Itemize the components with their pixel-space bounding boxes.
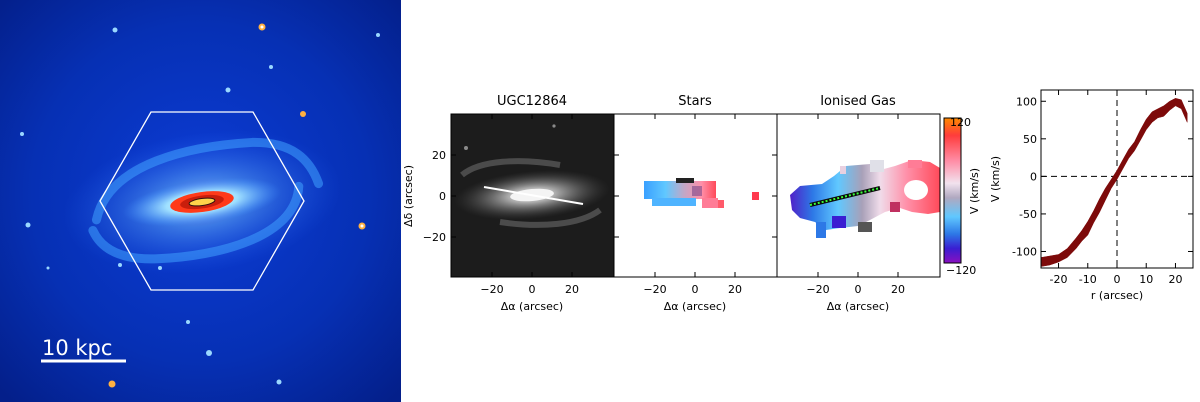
x-axis-label: Δα (arcsec) bbox=[827, 300, 889, 313]
velocity-pixels bbox=[816, 222, 826, 238]
velocity-colorbar: 120 −120 V (km/s) bbox=[943, 116, 981, 277]
star bbox=[300, 111, 306, 117]
y-axis-label: V (km/s) bbox=[989, 156, 1002, 202]
field-stars bbox=[20, 23, 380, 388]
star bbox=[158, 266, 162, 270]
y-tick-label: 0 bbox=[1030, 170, 1037, 183]
x-tick-label: 10 bbox=[1139, 273, 1153, 286]
velocity-pixels bbox=[790, 160, 940, 230]
velocity-pixels bbox=[908, 160, 922, 168]
x-axis-label: Δα (arcsec) bbox=[501, 300, 563, 313]
velocity-pixels bbox=[676, 178, 694, 183]
velocity-pixels bbox=[692, 186, 702, 196]
grey-star bbox=[464, 146, 468, 150]
panel-title: Ionised Gas bbox=[820, 94, 896, 109]
x-tick-label: 0 bbox=[1114, 273, 1121, 286]
velocity-pixels bbox=[718, 200, 724, 208]
velocity-pixels bbox=[752, 192, 759, 200]
x-tick-label: 0 bbox=[855, 283, 862, 296]
galaxy bbox=[63, 129, 341, 275]
x-tick-label: 0 bbox=[529, 283, 536, 296]
grey-star bbox=[552, 124, 556, 128]
velocity-pixels bbox=[652, 198, 696, 206]
x-tick-label: −20 bbox=[643, 283, 666, 296]
star bbox=[112, 27, 118, 33]
y-tick-label: 50 bbox=[1023, 133, 1037, 146]
scale-bar-label: 10 kpc bbox=[42, 336, 112, 360]
rotation-curve-band bbox=[1040, 98, 1188, 267]
velocity-pixels bbox=[702, 198, 718, 208]
colorbar-gradient bbox=[943, 117, 962, 264]
x-tick-label: −20 bbox=[480, 283, 503, 296]
x-ticks: -20 -10 0 10 20 bbox=[1050, 90, 1182, 286]
x-tick-label: −20 bbox=[806, 283, 829, 296]
x-tick-label: -10 bbox=[1079, 273, 1097, 286]
star bbox=[118, 263, 122, 267]
x-tick-label: 20 bbox=[891, 283, 905, 296]
star bbox=[360, 224, 364, 228]
x-tick-label: 20 bbox=[728, 283, 742, 296]
panel-title: Stars bbox=[678, 94, 712, 109]
x-axis-label: r (arcsec) bbox=[1091, 289, 1143, 302]
y-tick-label: 20 bbox=[432, 149, 446, 162]
star bbox=[25, 222, 31, 228]
grey-galaxy-arm bbox=[460, 158, 561, 178]
x-tick-label: 0 bbox=[692, 283, 699, 296]
star bbox=[206, 350, 212, 356]
x-tick-label: 20 bbox=[1168, 273, 1182, 286]
x-ticks bbox=[654, 114, 736, 277]
y-tick-label: -50 bbox=[1019, 208, 1037, 221]
spiral-arm-lower bbox=[88, 181, 304, 264]
panel-ionised-gas: Ionised Gas bbox=[776, 94, 941, 313]
y-ticks bbox=[451, 154, 456, 238]
velocity-pixels bbox=[840, 166, 846, 174]
colorbar-max-label: 120 bbox=[950, 116, 971, 129]
panel-title: UGC12864 bbox=[497, 94, 567, 109]
velocity-pixels bbox=[644, 181, 716, 199]
bulge-core bbox=[188, 197, 216, 207]
gas-hole bbox=[904, 180, 928, 200]
panel-ugc12864: UGC12864 bbox=[402, 94, 615, 313]
stellar-velocity-map bbox=[644, 178, 759, 208]
y-tick-label: 100 bbox=[1016, 95, 1037, 108]
rotation-band-group bbox=[1040, 98, 1188, 267]
y-tick-label: −20 bbox=[423, 231, 446, 244]
y-tick-label: -100 bbox=[1012, 245, 1037, 258]
velocity-pixels bbox=[890, 202, 900, 212]
x-ticks bbox=[817, 114, 899, 277]
x-tick-label: -20 bbox=[1050, 273, 1068, 286]
velocity-pixels bbox=[832, 216, 846, 228]
velocity-pixels bbox=[858, 222, 872, 232]
panel-stars: Stars bbox=[613, 94, 778, 313]
velocity-pixels bbox=[870, 160, 884, 172]
star bbox=[260, 25, 264, 29]
star bbox=[276, 379, 282, 385]
y-ticks bbox=[614, 154, 777, 238]
x-ticks bbox=[491, 114, 573, 277]
major-axis-line bbox=[483, 186, 584, 205]
x-axis-label: Δα (arcsec) bbox=[664, 300, 726, 313]
star bbox=[186, 320, 190, 324]
colorbar-label: V (km/s) bbox=[968, 168, 981, 214]
star bbox=[376, 33, 380, 37]
star bbox=[269, 65, 273, 69]
y-axis-label: Δδ (arcsec) bbox=[402, 165, 415, 227]
spiral-arm-upper bbox=[91, 137, 324, 225]
galaxy-image: 10 kpc bbox=[0, 0, 401, 402]
star bbox=[108, 380, 116, 388]
gas-velocity-map bbox=[790, 160, 940, 238]
y-tick-label: 0 bbox=[439, 190, 446, 203]
grey-galaxy-arm bbox=[499, 207, 602, 228]
star bbox=[20, 132, 24, 136]
star bbox=[225, 87, 231, 93]
x-tick-label: 20 bbox=[565, 283, 579, 296]
star bbox=[46, 266, 50, 270]
maps-panels: UGC12864 bbox=[402, 94, 981, 313]
y-ticks: -100 -50 0 50 100 bbox=[1012, 95, 1193, 258]
ifu-footprint-hexagon bbox=[99, 111, 305, 291]
colorbar-min-label: −120 bbox=[946, 264, 976, 277]
kinematic-axis-points bbox=[809, 187, 881, 206]
